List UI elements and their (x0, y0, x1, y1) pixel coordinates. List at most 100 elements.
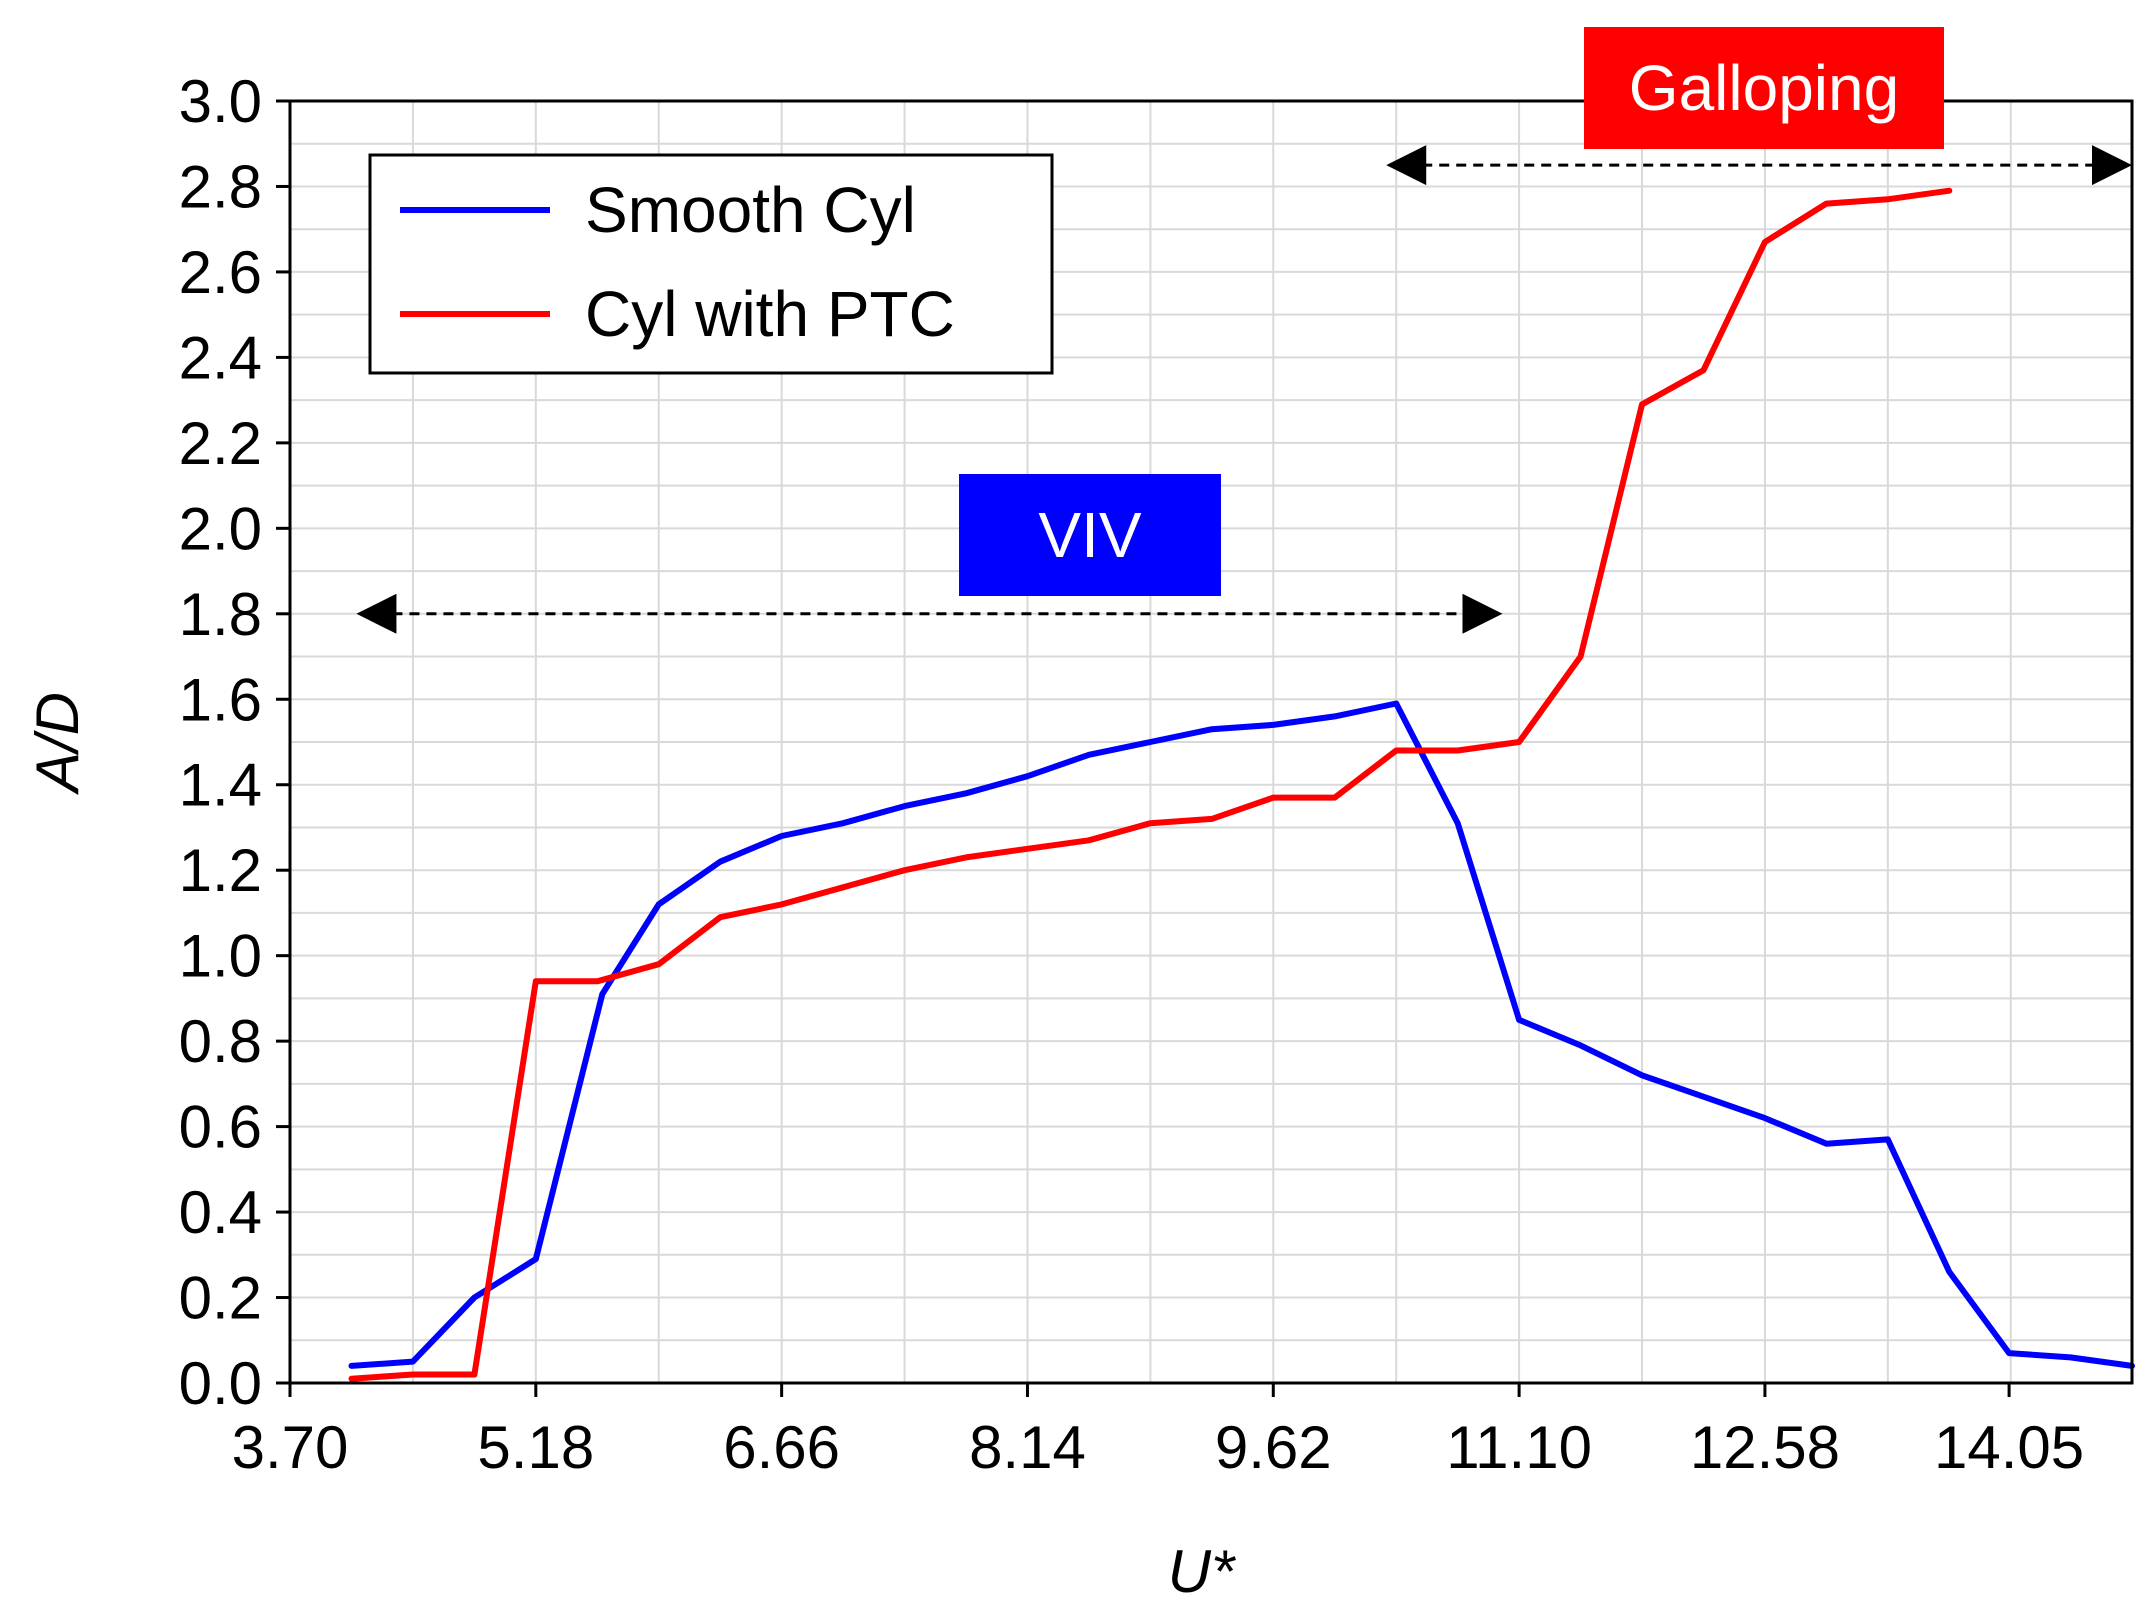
data-point (534, 979, 538, 983)
y-tick-label: 1.8 (179, 581, 262, 648)
data-point (1763, 1116, 1767, 1120)
x-tick-label: 3.70 (232, 1414, 349, 1481)
y-tick-label: 1.2 (179, 837, 262, 904)
data-point (1456, 749, 1460, 753)
data-point (1579, 655, 1583, 659)
y-tick-label: 2.4 (179, 324, 262, 391)
data-point (780, 834, 784, 838)
data-point (349, 1377, 353, 1381)
arrowhead-right (1462, 593, 1503, 634)
data-point (1394, 702, 1398, 706)
annotation-box (1584, 27, 1944, 149)
x-tick-label: 12.58 (1690, 1414, 1840, 1481)
data-point (411, 1372, 415, 1376)
data-point (903, 868, 907, 872)
data-point (2007, 1351, 2011, 1355)
arrowhead-left (356, 593, 397, 634)
y-tick-label: 0.8 (179, 1008, 262, 1075)
y-tick-label: 2.6 (179, 239, 262, 306)
data-point (1271, 796, 1275, 800)
x-tick-label: 11.10 (1446, 1414, 1592, 1481)
x-tick-label: 9.62 (1215, 1414, 1332, 1481)
series-layer (348, 187, 2135, 1382)
data-point (1640, 402, 1644, 406)
data-point (1210, 727, 1214, 731)
data-point (1517, 740, 1521, 744)
x-tick-label: 5.18 (477, 1414, 594, 1481)
y-axis-title: A/D (24, 692, 91, 795)
data-point (595, 979, 599, 983)
x-axis-title: U* (1168, 1538, 1236, 1605)
y-tick-label: 2.0 (179, 495, 262, 562)
series-line-1 (348, 700, 2135, 1369)
data-point (841, 821, 845, 825)
legend-label: Smooth Cyl (585, 174, 916, 246)
data-point (841, 885, 845, 889)
data-point (1824, 1142, 1828, 1146)
data-point (1763, 240, 1767, 244)
y-tick-label: 2.2 (179, 410, 262, 477)
data-point (1579, 1043, 1583, 1047)
data-point (1456, 821, 1460, 825)
data-point (964, 855, 968, 859)
data-point (1025, 774, 1029, 778)
data-point (1824, 202, 1828, 206)
data-point (1886, 197, 1890, 201)
data-point (1701, 1095, 1705, 1099)
data-point (472, 1296, 476, 1300)
data-point (657, 962, 661, 966)
arrowhead-right (2092, 145, 2132, 186)
x-tick-label: 6.66 (723, 1414, 840, 1481)
y-tick-label: 0.4 (179, 1179, 262, 1246)
data-point (1333, 714, 1337, 718)
data-point (1333, 796, 1337, 800)
y-tick-label: 1.6 (179, 666, 262, 733)
data-point (1886, 1137, 1890, 1141)
data-point (349, 1364, 353, 1368)
data-point (1087, 838, 1091, 842)
legend-label: Cyl with PTC (585, 278, 955, 350)
data-point (1394, 749, 1398, 753)
y-tick-label: 0.2 (179, 1265, 262, 1332)
data-point (600, 992, 604, 996)
legend-items: Smooth Cyl Cyl with PTC (400, 174, 955, 350)
data-point (1087, 753, 1091, 757)
data-point (718, 915, 722, 919)
data-point (1947, 189, 1951, 193)
y-tick-label: 1.0 (179, 923, 262, 990)
data-point (534, 1257, 538, 1261)
data-point (1271, 723, 1275, 727)
data-point (1148, 740, 1152, 744)
annotations: VIV Galloping (356, 27, 2132, 634)
data-point (1640, 1073, 1644, 1077)
y-axis: 0.0 0.2 0.4 0.6 0.8 1.0 1.2 1.4 1.6 1.8 2.0 2.2 2.4 2… (179, 68, 290, 1417)
legend: Smooth Cyl Cyl with PTC (368, 153, 1054, 375)
data-point (472, 1372, 476, 1376)
x-axis: 3.70 5.18 6.66 8.14 9.62 11.10 12.58 14.05 (232, 1383, 2084, 1481)
data-point (1947, 1270, 1951, 1274)
data-point (657, 902, 661, 906)
data-point (1701, 368, 1705, 372)
data-point (780, 902, 784, 906)
annotation-box (959, 474, 1221, 596)
data-point (2069, 1355, 2073, 1359)
data-point (903, 804, 907, 808)
data-point (1517, 1018, 1521, 1022)
annotation-label: Galloping (1629, 52, 1899, 124)
data-point (964, 791, 968, 795)
legend-box (368, 153, 1054, 375)
y-tick-label: 1.4 (179, 752, 262, 819)
data-point (1148, 821, 1152, 825)
data-point (1210, 817, 1214, 821)
y-tick-label: 0.0 (179, 1350, 262, 1417)
data-point (1025, 847, 1029, 851)
annotation-label: VIV (1038, 499, 1141, 571)
x-tick-label: 8.14 (969, 1414, 1086, 1481)
y-tick-label: 0.6 (179, 1094, 262, 1161)
y-tick-label: 3.0 (179, 68, 262, 135)
plot-frame (288, 99, 2134, 1385)
data-point (718, 860, 722, 864)
y-tick-label: 2.8 (179, 153, 262, 220)
arrowhead-left (1386, 145, 1427, 186)
